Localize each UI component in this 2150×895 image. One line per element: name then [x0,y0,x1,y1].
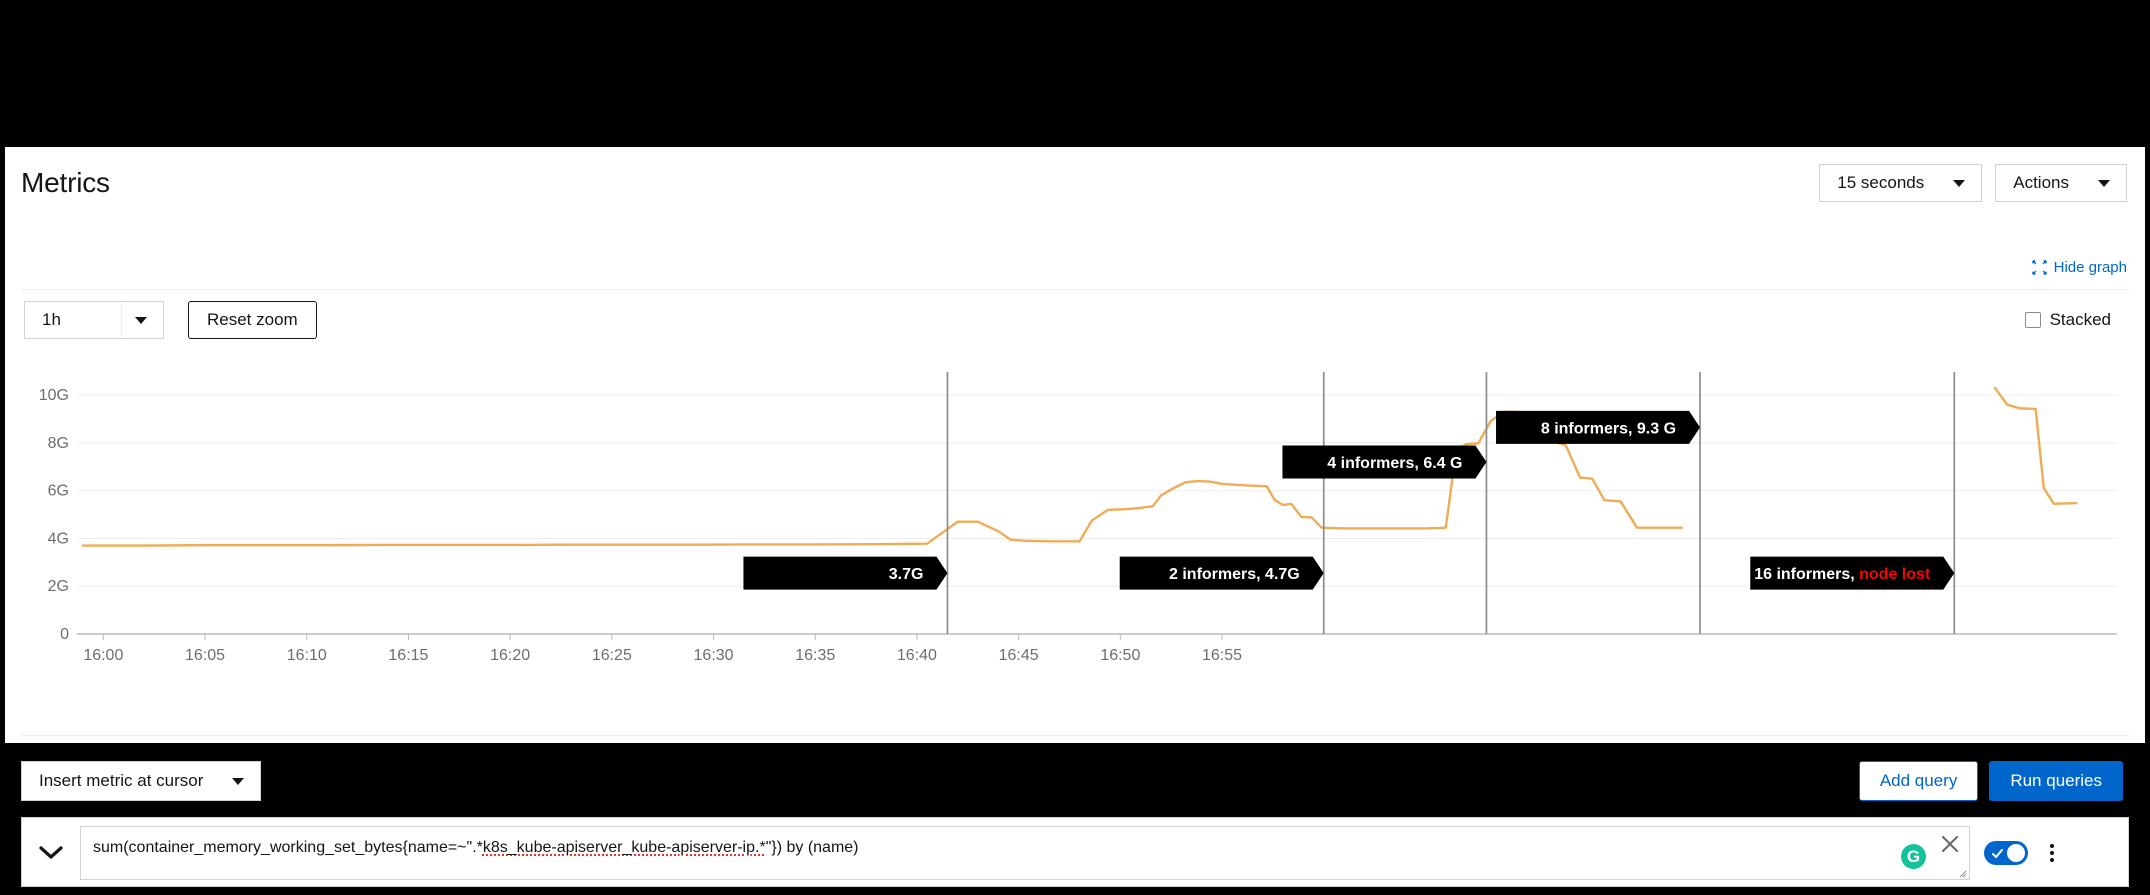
time-range-value: 1h [25,302,122,338]
page-title: Metrics [21,167,110,198]
resize-handle-icon[interactable] [1957,868,1967,878]
app-header: Metrics 15 seconds Actions [5,147,2145,219]
annotation-label: 3.7G [889,566,924,583]
x-axis-tick-label: 16:55 [1202,647,1242,664]
kebab-dot [2050,858,2054,862]
annotation-callout[interactable]: 16 informers, node lost [1750,556,1955,590]
graph-toolbar-left: 1h Reset zoom [24,301,317,339]
kebab-dot [2050,844,2054,848]
grammarly-icon[interactable]: G [1901,844,1926,869]
y-axis-tick-label: 6G [48,483,69,500]
close-icon[interactable] [1939,833,1961,855]
promql-query-input[interactable]: sum(container_memory_working_set_bytes{n… [80,826,1970,880]
expand-query-toggle[interactable] [22,818,80,886]
annotation-callout[interactable]: 4 informers, 6.4 G [1282,445,1487,479]
chevron-down-icon [2085,179,2126,187]
hide-graph-label: Hide graph [2053,259,2127,276]
graph-toolbar: 1h Reset zoom Stacked [21,290,2129,350]
actions-menu-label: Actions [2013,173,2069,192]
insert-metric-select[interactable]: Insert metric at cursor [21,761,262,801]
y-axis-tick-label: 0 [60,626,69,643]
query-row-controls [1984,840,2060,866]
graph-toolbar-right: Stacked [2024,310,2123,330]
query-row: sum(container_memory_working_set_bytes{n… [21,817,2129,887]
annotation-label: 16 informers, node lost [1754,566,1931,583]
time-range-select[interactable]: 1h [24,301,164,339]
x-axis-tick-label: 16:20 [490,647,530,664]
chart-series-line [81,410,1683,547]
stacked-checkbox[interactable] [2024,312,2041,328]
metrics-line-chart[interactable]: 0 2G 4G 6G 8G 10G 16:00 16:05 16:10 16:15 16:20 16:… [21,350,2129,680]
chevron-down-icon [219,777,260,785]
query-enabled-toggle[interactable] [1984,841,2028,865]
query-toolbar-actions: Add query Run queries [1858,761,2129,801]
x-axis-tick-label: 16:10 [287,647,327,664]
chevron-down-icon [122,316,163,324]
x-axis-tick-label: 16:40 [897,647,937,664]
annotation-callout[interactable]: 8 informers, 9.3 G [1496,410,1701,444]
x-axis-tick-label: 16:35 [795,647,835,664]
annotation-label: 8 informers, 9.3 G [1541,420,1676,437]
query-kebab-menu[interactable] [2044,840,2060,866]
x-axis-tick-label: 16:00 [83,647,123,664]
x-axis-tick-label: 16:30 [694,647,734,664]
refresh-interval-value: 15 seconds [1837,173,1925,192]
header-controls: 15 seconds Actions [1819,164,2127,202]
query-text-before: sum(container_memory_working_set_bytes{n… [93,839,483,856]
annotation-label: 4 informers, 6.4 G [1327,455,1462,472]
x-axis-tick-label: 16:45 [999,647,1039,664]
compress-icon [2031,260,2047,275]
insert-metric-label: Insert metric at cursor [39,771,204,790]
annotation-callout[interactable]: 3.7G [743,556,948,590]
y-axis-tick-label: 4G [48,530,69,547]
stacked-label[interactable]: Stacked [2049,310,2111,329]
metrics-app-window: Metrics 15 seconds Actions Hide grap [5,147,2145,887]
refresh-interval-select[interactable]: 15 seconds [1819,164,1983,202]
y-axis-tick-label: 10G [39,387,69,404]
x-axis-tick-label: 16:05 [185,647,225,664]
annotation-label: 2 informers, 4.7G [1169,566,1300,583]
chevron-down-icon [39,846,63,859]
query-text-after: "}) by (name) [765,839,859,856]
graph-card: 1h Reset zoom Stacked 0 2G 4G 6G 8G 10G 16:00 1… [21,289,2129,736]
y-axis-tick-label: 8G [48,435,69,452]
chart-series-line [1993,386,2078,506]
hide-graph-link[interactable]: Hide graph [2031,259,2127,276]
annotation-callout[interactable]: 2 informers, 4.7G [1119,556,1324,590]
query-text-misspelled: k8s_kube-apiserver_kube-apiserver-ip.* [482,839,766,856]
chart-plot-area[interactable]: 0 2G 4G 6G 8G 10G 16:00 16:05 16:10 16:15 16:20 16:… [21,350,2129,680]
add-query-button[interactable]: Add query [1858,761,1979,801]
x-axis-tick-label: 16:25 [592,647,632,664]
kebab-dot [2050,851,2054,855]
query-text: sum(container_memory_working_set_bytes{n… [93,839,859,857]
query-toolbar: Insert metric at cursor Add query Run qu… [21,755,2129,807]
chevron-down-icon [1940,179,1981,187]
check-icon [1992,849,2003,858]
x-axis-tick-label: 16:15 [388,647,428,664]
toggle-knob [2007,844,2025,862]
y-axis-tick-label: 2G [48,578,69,595]
reset-zoom-button[interactable]: Reset zoom [188,301,317,339]
actions-menu[interactable]: Actions [1995,164,2127,202]
run-queries-button[interactable]: Run queries [1989,761,2123,801]
x-axis-tick-label: 16:50 [1100,647,1140,664]
